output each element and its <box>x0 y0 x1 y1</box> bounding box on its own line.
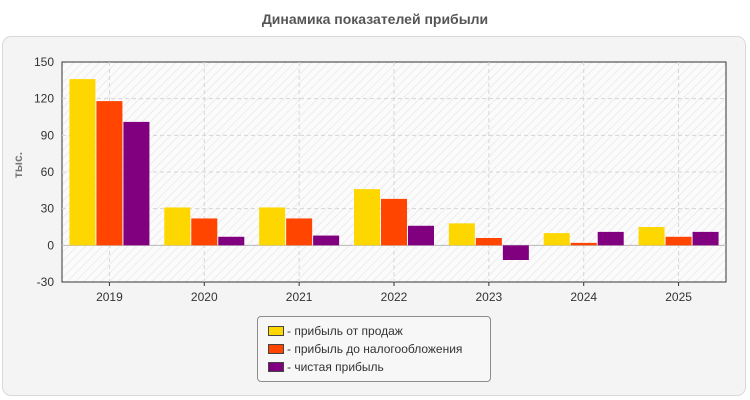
x-tick-label: 2020 <box>191 290 218 304</box>
bar <box>570 242 597 246</box>
bar <box>96 101 123 246</box>
bar <box>408 225 434 246</box>
bar <box>543 233 570 246</box>
bar <box>502 245 529 260</box>
legend-item-sales-profit: - прибыль от продаж <box>268 322 490 340</box>
x-tick-label: 2022 <box>381 290 408 304</box>
bar <box>69 79 96 246</box>
y-tick-label: 90 <box>41 128 55 142</box>
legend-item-pretax-profit: - прибыль до налогообложения <box>268 340 490 358</box>
bar <box>448 223 475 246</box>
legend-swatch-net-profit <box>268 362 284 372</box>
x-tick-label: 2025 <box>665 290 692 304</box>
legend-label-net-profit: - чистая прибыль <box>287 360 384 374</box>
bar <box>638 227 665 246</box>
bar <box>475 238 502 246</box>
y-tick-label: -30 <box>37 275 55 289</box>
bars <box>69 79 719 260</box>
legend-label-pretax-profit: - прибыль до налогообложения <box>287 342 463 356</box>
bar <box>259 207 286 246</box>
bar <box>191 218 218 246</box>
legend-item-net-profit: - чистая прибыль <box>268 358 490 376</box>
legend: - прибыль от продаж - прибыль до налогоо… <box>257 316 491 382</box>
bar <box>692 231 719 246</box>
bar <box>218 236 245 246</box>
y-axis-label-wrap: тыс. <box>8 130 28 200</box>
x-tick-label: 2019 <box>96 290 123 304</box>
x-tick-label: 2023 <box>476 290 503 304</box>
x-axis-ticks: 2019 2020 2021 2022 2023 2024 2025 <box>96 282 692 304</box>
legend-swatch-pretax-profit <box>268 344 284 354</box>
bar <box>665 236 692 246</box>
bar <box>313 235 340 246</box>
bar <box>597 231 624 246</box>
y-tick-label: 30 <box>41 202 55 216</box>
y-tick-label: 120 <box>34 92 54 106</box>
bar <box>354 189 380 246</box>
y-axis-label: тыс. <box>11 151 25 179</box>
x-tick-label: 2021 <box>286 290 313 304</box>
y-axis-ticks: 150 120 90 60 30 0 -30 <box>34 55 54 289</box>
bar <box>164 207 191 246</box>
x-tick-label: 2024 <box>570 290 597 304</box>
bar <box>381 198 407 246</box>
bar <box>123 121 150 246</box>
bar <box>286 218 313 246</box>
y-tick-label: 150 <box>34 55 54 69</box>
y-tick-label: 60 <box>41 165 55 179</box>
y-tick-label: 0 <box>47 238 54 252</box>
chart-title: Динамика показателей прибыли <box>261 11 489 27</box>
legend-swatch-sales-profit <box>268 326 284 336</box>
legend-label-sales-profit: - прибыль от продаж <box>287 324 403 338</box>
